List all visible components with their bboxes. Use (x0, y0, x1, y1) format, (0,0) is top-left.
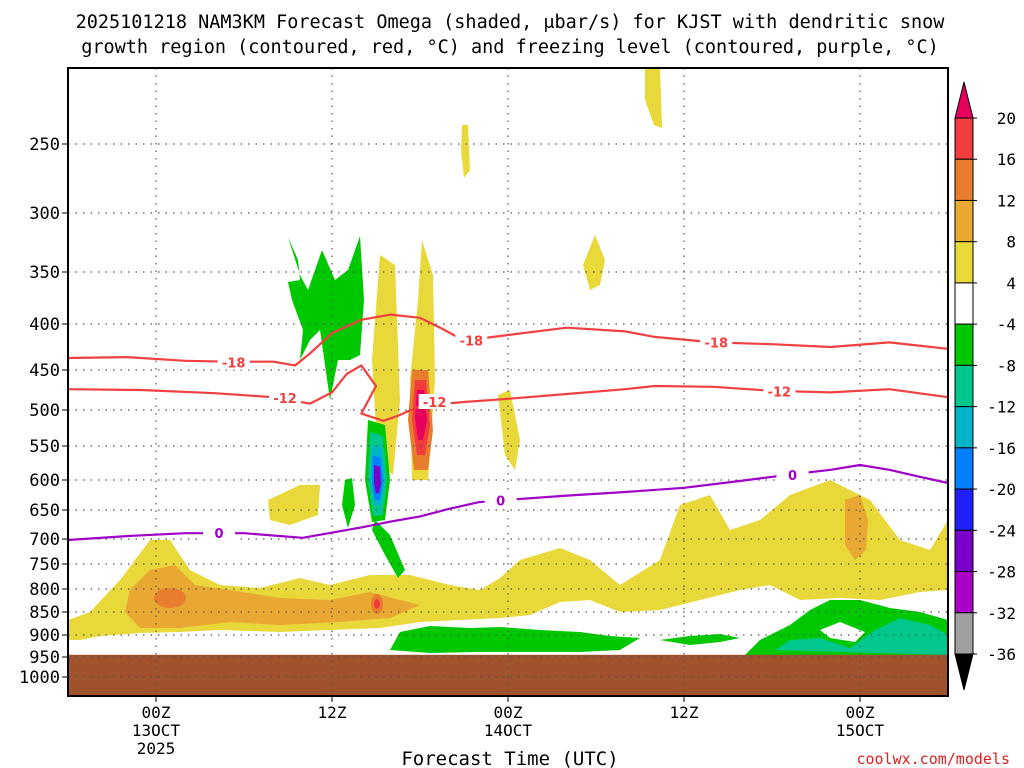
colorbar-swatch (954, 488, 974, 531)
y-tick-label: 900 (29, 626, 60, 646)
y-axis: 250 300 350 400 450 500 550 600 650 700 750 800 850 9… (19, 135, 68, 688)
contour-label-bg (776, 467, 809, 483)
colorbar-label: -8 (997, 356, 1016, 375)
contour-label-bg (763, 383, 796, 399)
colorbar-label: -36 (987, 645, 1016, 664)
y-tick-label: 600 (29, 471, 60, 491)
colorbar-swatch (954, 323, 974, 366)
colorbar-arrow-bottom (954, 653, 974, 691)
y-tick-label: 550 (29, 437, 60, 457)
chart-title-line2: growth region (contoured, red, °C) and f… (81, 37, 939, 58)
omega-region-white-hole (820, 622, 865, 642)
x-tick-label: 00Z (494, 703, 523, 722)
omega-region-green-spot (342, 478, 355, 528)
x-tick-label: 00Z (846, 703, 875, 722)
omega-region-green-ground-1 (390, 626, 640, 653)
contour-label-bg (455, 332, 488, 348)
colorbar-label: -4 (997, 315, 1016, 334)
contour-label-bg (484, 492, 517, 508)
x-tick-label: 12Z (670, 703, 699, 722)
colorbar-label: -32 (987, 604, 1016, 623)
contour-label--18: -18 (222, 357, 246, 372)
omega-region-yellow-350 (583, 235, 605, 290)
x-tick-date: 13OCT (132, 721, 181, 740)
colorbar-swatch (954, 282, 974, 325)
colorbar-label: -24 (987, 521, 1016, 540)
watermark: coolwx.com/models (856, 750, 1010, 768)
y-tick-label: 300 (29, 204, 60, 224)
y-tick-label: 700 (29, 530, 60, 550)
omega-region-yellow-mid-2 (268, 485, 320, 525)
y-tick-label: 1000 (19, 668, 60, 688)
colorbar-label: 4 (1006, 274, 1016, 293)
colorbar-label: -20 (987, 480, 1016, 499)
omega-region-red-spot-1 (154, 588, 186, 608)
x-tick-date: 14OCT (484, 721, 533, 740)
x-tick-label: 12Z (318, 703, 347, 722)
contour-label-bg (269, 390, 302, 405)
colorbar-label: 16 (997, 150, 1016, 169)
x-axis-label: Forecast Time (UTC) (401, 748, 618, 768)
contour-label-bg (700, 334, 733, 350)
x-tick-label: 00Z (142, 703, 171, 722)
colorbar-swatch (954, 241, 974, 284)
contours: -18 -18 -18 -12 -12 -12 0 0 0 (67, 313, 949, 542)
x-tick-year: 2025 (137, 739, 176, 758)
colorbar-label: -16 (987, 439, 1016, 458)
y-tick-label: 400 (29, 315, 60, 335)
colorbar-label: 12 (997, 191, 1016, 210)
omega-region-green-upper-left (288, 236, 364, 400)
y-tick-label: 750 (29, 555, 60, 575)
contour-label--12: -12 (768, 386, 792, 401)
y-tick-label: 650 (29, 501, 60, 521)
contour-label-0: 0 (215, 527, 224, 542)
y-tick-label: 800 (29, 580, 60, 600)
omega-region-yellow-small-top (461, 125, 470, 178)
colorbar-swatch (954, 158, 974, 201)
colorbar: 20 16 12 8 4 -4 -8 -12 -16 -20 -24 -28 -32 -36 (954, 81, 1016, 691)
colorbar-label: 20 (997, 109, 1016, 128)
contour-label--12: -12 (273, 392, 297, 407)
omega-region-green-tail (372, 520, 405, 578)
contour-label--18: -18 (705, 336, 729, 351)
colorbar-swatch (954, 447, 974, 490)
y-tick-label: 850 (29, 603, 60, 623)
plot-area: -18 -18 -18 -12 -12 -12 0 0 0 (67, 67, 949, 697)
y-tick-label: 350 (29, 263, 60, 283)
y-tick-label: 450 (29, 361, 60, 381)
colorbar-swatch (954, 612, 974, 655)
contour-label--12: -12 (423, 396, 447, 411)
contour-label-0: 0 (496, 494, 505, 509)
colorbar-swatch (954, 529, 974, 573)
omega-region-teal-ground (775, 618, 948, 655)
colorbar-label: -12 (987, 398, 1016, 417)
colorbar-swatch (954, 117, 974, 160)
colorbar-label: -28 (987, 563, 1016, 582)
colorbar-arrow-top (954, 81, 974, 119)
contour-label-bg (217, 354, 250, 370)
colorbar-label: 8 (1006, 233, 1016, 252)
omega-region-orange-right (845, 495, 868, 560)
y-tick-label: 500 (29, 401, 60, 421)
omega-region-yellow-top (645, 68, 662, 128)
contour-label--18: -18 (460, 335, 484, 350)
omega-region-green-ground-2 (660, 634, 740, 645)
x-tick-date: 15OCT (836, 721, 885, 740)
omega-shading (68, 68, 948, 655)
omega-region-red-spot-3 (374, 599, 380, 609)
contour-label-bg (203, 525, 236, 541)
contour-label-bg (418, 394, 451, 409)
colorbar-swatch (954, 406, 974, 449)
omega-region-purple-core (374, 465, 381, 493)
colorbar-swatch (954, 571, 974, 614)
colorbar-swatch (954, 364, 974, 408)
y-tick-label: 250 (29, 135, 60, 155)
colorbar-swatch (954, 199, 974, 243)
contour-label-0: 0 (788, 469, 797, 484)
y-tick-label: 950 (29, 648, 60, 668)
contour-line--18 (67, 313, 949, 367)
chart-title-line1: 2025101218 NAM3KM Forecast Omega (shaded… (76, 12, 946, 33)
